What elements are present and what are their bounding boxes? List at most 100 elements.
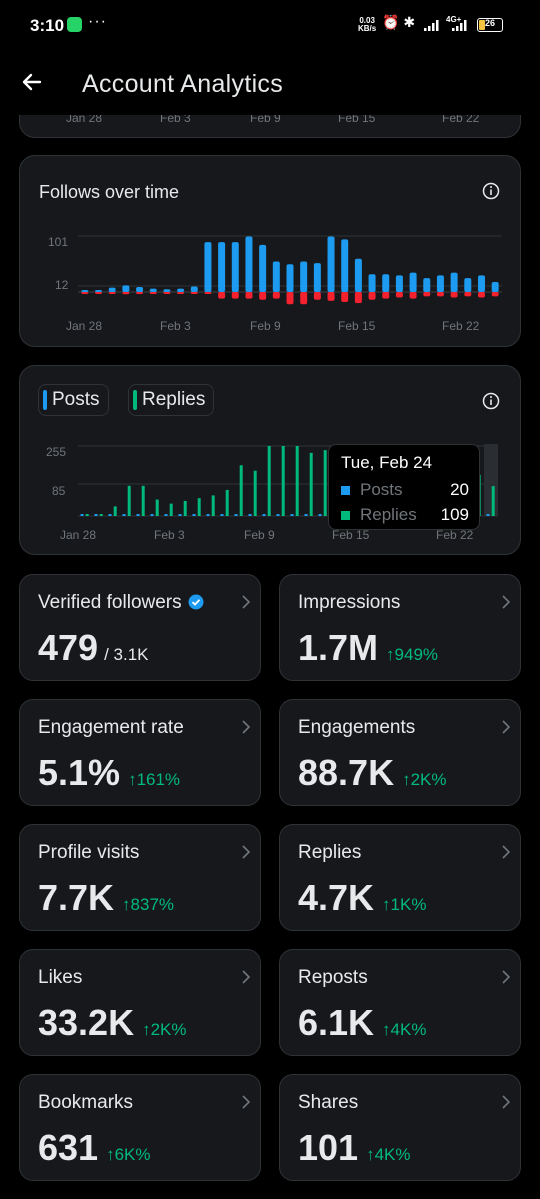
unfollows-bar <box>122 292 130 295</box>
chevron-right-icon <box>502 720 511 734</box>
follows-bar <box>95 290 103 292</box>
follows-bar <box>81 290 89 292</box>
stat-label: Shares <box>298 1092 358 1114</box>
stat-card-bookmarks[interactable]: Bookmarks 631 ↑6K% <box>19 1074 261 1181</box>
unfollows-bar <box>218 292 226 299</box>
stat-total: / 3.1K <box>104 645 149 664</box>
stat-value-number: 88.7K <box>298 752 395 793</box>
stat-label-text: Engagements <box>298 717 416 738</box>
stat-change: ↑2K% <box>142 1020 187 1039</box>
app-header: Account Analytics <box>0 50 540 115</box>
stat-change: ↑4K% <box>382 1020 427 1039</box>
follows-bar <box>218 242 226 292</box>
posts-bar <box>150 514 154 516</box>
stat-card-profile-visits[interactable]: Profile visits 7.7K ↑837% <box>19 824 261 931</box>
stat-card-engagements[interactable]: Engagements 88.7K ↑2K% <box>279 699 521 806</box>
status-time: 3:10 <box>30 16 65 35</box>
posts-bar <box>304 514 308 516</box>
stat-value: 631 ↑6K% <box>38 1127 151 1169</box>
posts-bar <box>80 514 84 516</box>
posts-bar <box>206 514 210 516</box>
follows-bar <box>450 272 458 292</box>
stat-value-number: 7.7K <box>38 877 115 918</box>
follows-bar <box>136 287 144 292</box>
unfollows-bar <box>190 292 198 294</box>
posts-bar <box>108 514 112 516</box>
replies-bar <box>281 446 285 516</box>
stat-card-replies[interactable]: Replies 4.7K ↑1K% <box>279 824 521 931</box>
stat-value: 33.2K ↑2K% <box>38 1002 187 1044</box>
replies-bar <box>491 486 495 516</box>
replies-bar <box>183 500 187 516</box>
x-tick: Jan 28 <box>66 319 103 333</box>
unfollows-bar <box>409 292 417 299</box>
replies-bar <box>99 514 103 516</box>
replies-bar <box>127 485 131 516</box>
follows-bar <box>149 288 157 292</box>
replies-bar <box>141 485 145 516</box>
net-speed-value: 0.03 <box>359 16 375 25</box>
stat-change: ↑949% <box>386 645 439 664</box>
legend-posts[interactable]: Posts <box>38 384 109 416</box>
info-icon[interactable] <box>482 392 500 410</box>
follows-bar <box>190 286 198 292</box>
chevron-right-icon <box>242 595 251 609</box>
posts-bar <box>276 514 280 516</box>
stat-label: Reposts <box>298 967 368 989</box>
posts-bar <box>164 514 168 516</box>
unfollows-bar <box>464 292 472 297</box>
replies-bar <box>113 506 117 516</box>
info-icon[interactable] <box>482 182 500 200</box>
y-tick: 255 <box>46 445 67 459</box>
stat-label: Profile visits <box>38 842 139 864</box>
replies-bar <box>309 452 313 516</box>
chevron-right-icon <box>242 1095 251 1109</box>
more-notifications-icon: ··· <box>88 13 107 30</box>
unfollows-bar <box>81 292 89 294</box>
posts-bar <box>290 514 294 516</box>
follows-bar <box>423 278 431 292</box>
unfollows-bar <box>95 292 103 294</box>
replies-bar <box>295 446 299 516</box>
stat-value-number: 479 <box>38 627 99 668</box>
unfollows-bar <box>368 292 376 300</box>
stat-label-text: Engagement rate <box>38 717 184 738</box>
unfollows-bar <box>177 292 185 294</box>
alarm-bluetooth-icons: ⏰ ✱ <box>382 14 416 30</box>
replies-bar <box>225 489 229 516</box>
stat-value-number: 101 <box>298 1127 359 1168</box>
stat-label: Replies <box>298 842 361 864</box>
card-title: Follows over time <box>39 182 180 202</box>
follows-chart[interactable] <box>20 156 522 348</box>
chevron-right-icon <box>502 970 511 984</box>
posts-bar <box>178 514 182 516</box>
tooltip-label: Posts <box>360 480 403 499</box>
stat-card-verified-followers[interactable]: Verified followers 479 / 3.1K <box>19 574 261 681</box>
stat-card-shares[interactable]: Shares 101 ↑4K% <box>279 1074 521 1181</box>
chevron-right-icon <box>242 845 251 859</box>
posts-bar <box>122 514 126 516</box>
stat-value: 479 / 3.1K <box>38 627 149 669</box>
legend-replies[interactable]: Replies <box>128 384 215 416</box>
follows-bar <box>259 244 267 292</box>
unfollows-bar <box>477 292 485 298</box>
chevron-right-icon <box>242 970 251 984</box>
stat-card-engagement-rate[interactable]: Engagement rate 5.1% ↑161% <box>19 699 261 806</box>
unfollows-bar <box>204 292 212 294</box>
stat-card-impressions[interactable]: Impressions 1.7M ↑949% <box>279 574 521 681</box>
replies-bar <box>211 495 215 516</box>
unfollows-bar <box>231 292 239 299</box>
unfollows-bar <box>245 292 253 299</box>
stat-label: Engagements <box>298 717 415 739</box>
stat-card-likes[interactable]: Likes 33.2K ↑2K% <box>19 949 261 1056</box>
stat-label-text: Verified followers <box>38 592 182 613</box>
stat-card-reposts[interactable]: Reposts 6.1K ↑4K% <box>279 949 521 1056</box>
chevron-right-icon <box>502 1095 511 1109</box>
back-arrow-icon[interactable] <box>20 70 44 94</box>
follows-bar <box>464 278 472 292</box>
stat-label: Bookmarks <box>38 1092 133 1114</box>
unfollows-bar <box>163 292 171 294</box>
unfollows-bar <box>354 292 362 304</box>
posts-swatch <box>341 486 350 496</box>
x-tick: Feb 22 <box>436 528 474 542</box>
